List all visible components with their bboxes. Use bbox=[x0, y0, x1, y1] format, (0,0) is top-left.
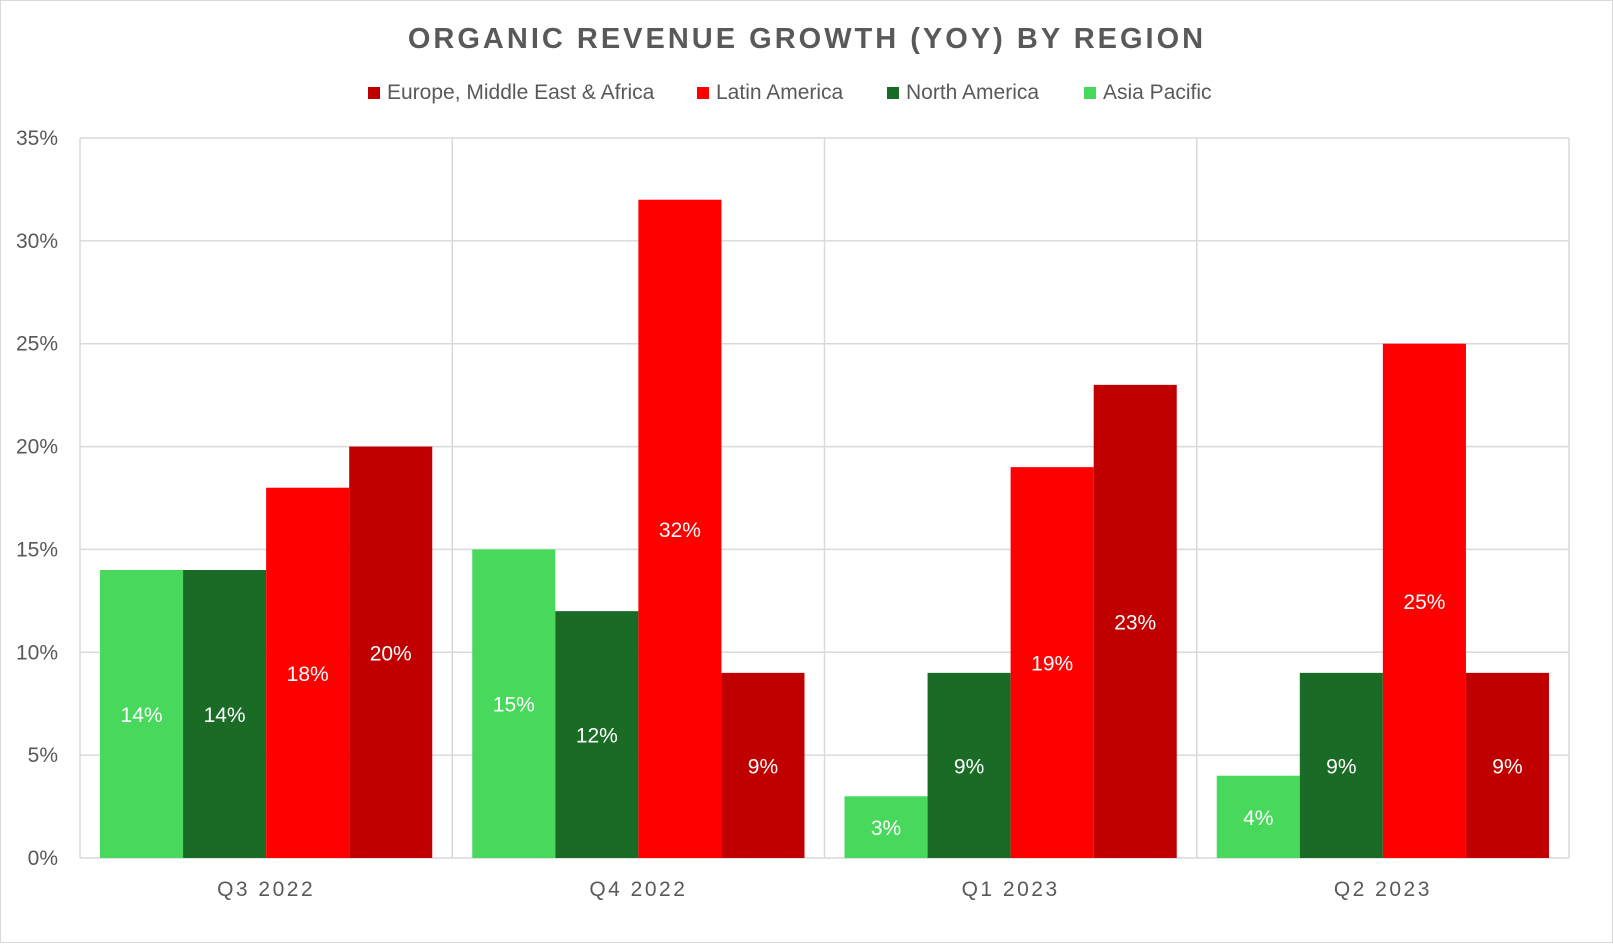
data-label: 25% bbox=[1403, 591, 1445, 614]
y-tick-label: 35% bbox=[16, 127, 58, 150]
data-labels: 14% 14% 18% 20% 15% 12% 32% 9% 3% 9% 19% 23% 4% 9% 25%… bbox=[121, 519, 1523, 840]
bar bbox=[721, 672, 805, 858]
y-tick-label: 10% bbox=[16, 641, 58, 664]
legend-label: Asia Pacific bbox=[1103, 81, 1212, 104]
data-label: 23% bbox=[1114, 611, 1156, 634]
bar bbox=[638, 199, 722, 858]
y-tick-label: 0% bbox=[28, 847, 58, 870]
legend-label: Europe, Middle East & Africa bbox=[387, 81, 655, 104]
y-axis: 0% 5% 10% 15% 20% 25% 30% 35% bbox=[16, 127, 58, 870]
bars bbox=[100, 199, 1549, 858]
bar bbox=[844, 796, 928, 858]
y-tick-label: 25% bbox=[16, 333, 58, 356]
x-tick-label: Q2 2023 bbox=[1334, 878, 1432, 901]
bar bbox=[1382, 343, 1466, 858]
y-tick-label: 5% bbox=[28, 744, 58, 767]
legend-swatch bbox=[368, 87, 380, 99]
data-label: 9% bbox=[954, 755, 984, 778]
x-tick-label: Q3 2022 bbox=[217, 878, 315, 901]
legend-label: North America bbox=[906, 81, 1039, 104]
bar bbox=[1299, 672, 1383, 858]
legend-label: Latin America bbox=[716, 81, 844, 104]
legend-swatch bbox=[697, 87, 709, 99]
data-label: 4% bbox=[1243, 807, 1273, 830]
bar bbox=[927, 672, 1011, 858]
chart-title: ORGANIC REVENUE GROWTH (YOY) BY REGION bbox=[408, 23, 1206, 55]
data-label: 18% bbox=[287, 663, 329, 686]
x-axis: Q3 2022 Q4 2022 Q1 2023 Q2 2023 bbox=[217, 878, 1432, 901]
bar bbox=[1093, 384, 1177, 858]
data-label: 15% bbox=[493, 694, 535, 717]
bar bbox=[1010, 467, 1094, 858]
bar bbox=[1465, 672, 1549, 858]
data-label: 3% bbox=[871, 817, 901, 840]
y-tick-label: 30% bbox=[16, 230, 58, 253]
data-label: 19% bbox=[1031, 653, 1073, 676]
bar bbox=[183, 570, 267, 858]
data-label: 9% bbox=[1326, 755, 1356, 778]
bar bbox=[100, 570, 184, 858]
x-tick-label: Q4 2022 bbox=[589, 878, 687, 901]
x-tick-label: Q1 2023 bbox=[962, 878, 1060, 901]
legend: Europe, Middle East & Africa Latin Americ… bbox=[368, 81, 1212, 104]
data-label: 14% bbox=[204, 704, 246, 727]
bar bbox=[266, 487, 350, 858]
y-tick-label: 15% bbox=[16, 538, 58, 561]
y-tick-label: 20% bbox=[16, 436, 58, 459]
data-label: 9% bbox=[748, 755, 778, 778]
data-label: 20% bbox=[370, 642, 412, 665]
legend-swatch bbox=[1084, 87, 1096, 99]
data-label: 12% bbox=[576, 725, 618, 748]
data-label: 9% bbox=[1492, 755, 1522, 778]
bar bbox=[1216, 775, 1300, 858]
data-label: 14% bbox=[121, 704, 163, 727]
data-label: 32% bbox=[659, 519, 701, 542]
legend-swatch bbox=[887, 87, 899, 99]
bar bbox=[555, 611, 639, 858]
bar bbox=[472, 549, 556, 858]
bar bbox=[349, 446, 433, 858]
